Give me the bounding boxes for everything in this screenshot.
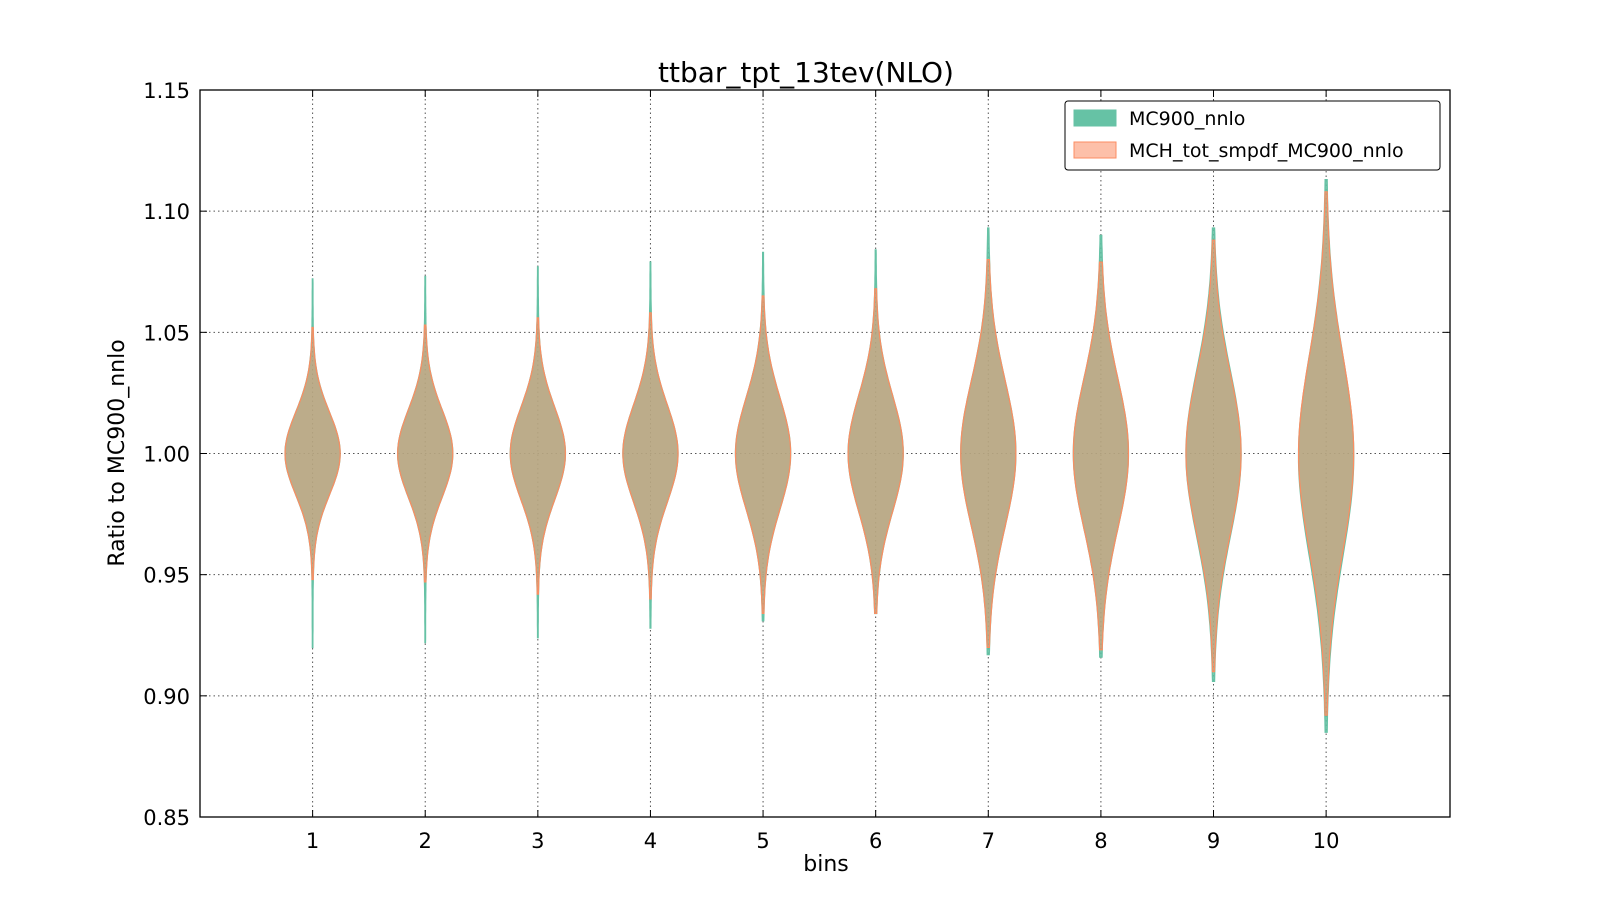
x-tick-label: 4 [644, 829, 657, 853]
x-tick-label: 8 [1094, 829, 1107, 853]
y-tick-label: 0.85 [143, 806, 190, 830]
legend-label-mch-tot-smpdf: MCH_tot_smpdf_MC900_nnlo [1129, 140, 1404, 162]
y-tick-label: 1.10 [143, 200, 190, 224]
y-axis-label: Ratio to MC900_nnlo [105, 339, 130, 566]
violin-mch-tot-smpdf-bin-1 [284, 326, 341, 581]
x-tick-label: 10 [1313, 829, 1340, 853]
legend: MC900_nnlo MCH_tot_smpdf_MC900_nnlo [1064, 100, 1441, 171]
x-tick-label: 5 [756, 829, 769, 853]
x-tick-label: 3 [531, 829, 544, 853]
y-tick-label: 0.95 [143, 564, 190, 588]
violin-mch-tot-smpdf-bin-10 [1298, 191, 1355, 716]
legend-swatch-mch-tot-smpdf [1073, 141, 1117, 159]
plot-frame [199, 89, 1451, 818]
violin-mch-tot-smpdf-bin-3 [509, 317, 567, 595]
x-tick-label: 9 [1207, 829, 1220, 853]
x-tick-label: 6 [869, 829, 882, 853]
violins [284, 179, 1355, 733]
x-tick-label: 7 [982, 829, 995, 853]
violin-mch-tot-smpdf-bin-9 [1185, 239, 1242, 673]
y-tick-label: 1.15 [143, 79, 190, 103]
legend-label-mc900-nnlo: MC900_nnlo [1129, 108, 1245, 130]
violin-mch-tot-smpdf-bin-5 [734, 295, 792, 614]
x-tick-label: 2 [419, 829, 432, 853]
x-tick-label: 1 [306, 829, 319, 853]
violin-mch-tot-smpdf-bin-4 [622, 312, 679, 600]
violin-mch-tot-smpdf-bin-6 [847, 288, 904, 614]
x-axis-label: bins [803, 852, 848, 877]
violin-mch-tot-smpdf-bin-7 [960, 259, 1017, 648]
violin-mch-tot-smpdf-bin-2 [397, 324, 454, 583]
y-tick-label: 1.05 [143, 321, 190, 345]
legend-frame [1064, 100, 1441, 171]
grid-lines [200, 89, 1450, 818]
chart-title: ttbar_tpt_13tev(NLO) [658, 56, 954, 89]
y-tick-label: 0.90 [143, 685, 190, 709]
ticks: 0.85 0.90 0.95 1.00 1.05 1.10 1.15 1 2 3 4 5 6 7 8 9 10 [143, 79, 1450, 853]
legend-swatch-mc900-nnlo [1073, 109, 1117, 127]
y-tick-label: 1.00 [143, 443, 190, 467]
violin-mch-tot-smpdf-bin-8 [1072, 261, 1129, 651]
